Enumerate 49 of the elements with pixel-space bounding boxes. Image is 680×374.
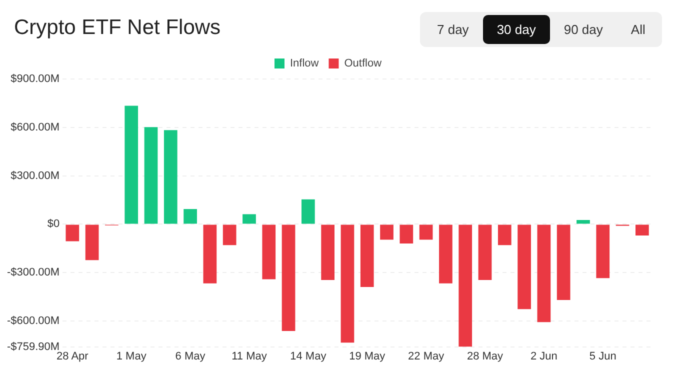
bar [184, 209, 197, 224]
bar [262, 224, 276, 280]
bar [203, 224, 217, 284]
x-tick-label: 11 May [232, 350, 268, 362]
bar [321, 224, 335, 280]
y-tick-label: $0 [47, 218, 60, 230]
bar [282, 224, 296, 332]
bar [124, 106, 138, 224]
legend-label: Inflow [290, 58, 319, 70]
bar [556, 224, 570, 300]
bar [537, 224, 551, 322]
bar [301, 199, 315, 224]
y-tick-label: -$759.90M [6, 340, 60, 353]
bar [596, 224, 610, 278]
x-tick-label: 5 Jun [589, 350, 616, 362]
bar [242, 214, 256, 224]
x-tick-label: 19 May [349, 350, 386, 362]
y-tick-label: $300.00M [10, 170, 60, 182]
y-tick-label: -$300.00M [6, 266, 60, 279]
bar [164, 130, 178, 224]
y-tick-label: $600.00M [10, 121, 60, 134]
x-tick-label: 28 May [466, 350, 504, 362]
bar [576, 220, 590, 224]
bar [340, 224, 354, 343]
bar [66, 224, 80, 242]
x-tick-label: 14 May [290, 350, 327, 362]
bar [222, 224, 236, 246]
x-tick-label: 6 May [175, 350, 206, 362]
bar [419, 224, 433, 240]
period-selector: 7 day 30 day 90 day All [420, 12, 662, 47]
x-tick-label: 22 May [408, 350, 445, 362]
bar [400, 224, 414, 244]
y-tick-label: -$600.00M [6, 315, 60, 328]
x-tick-label: 1 May [116, 350, 147, 362]
bar [380, 224, 394, 240]
bar [498, 224, 512, 246]
bar [144, 127, 158, 224]
bar [635, 224, 649, 236]
chart-title: Crypto ETF Net Flows [14, 16, 221, 40]
bar [85, 224, 99, 260]
legend-label: Outflow [344, 58, 382, 70]
y-tick-label: $900.00M [10, 73, 60, 86]
bar [439, 224, 452, 284]
bar [518, 224, 531, 310]
bar [458, 224, 472, 347]
x-tick-label: 28 Apr [56, 350, 89, 362]
bar [360, 224, 374, 287]
x-tick-label: 2 Jun [530, 350, 558, 362]
bar [478, 224, 492, 280]
